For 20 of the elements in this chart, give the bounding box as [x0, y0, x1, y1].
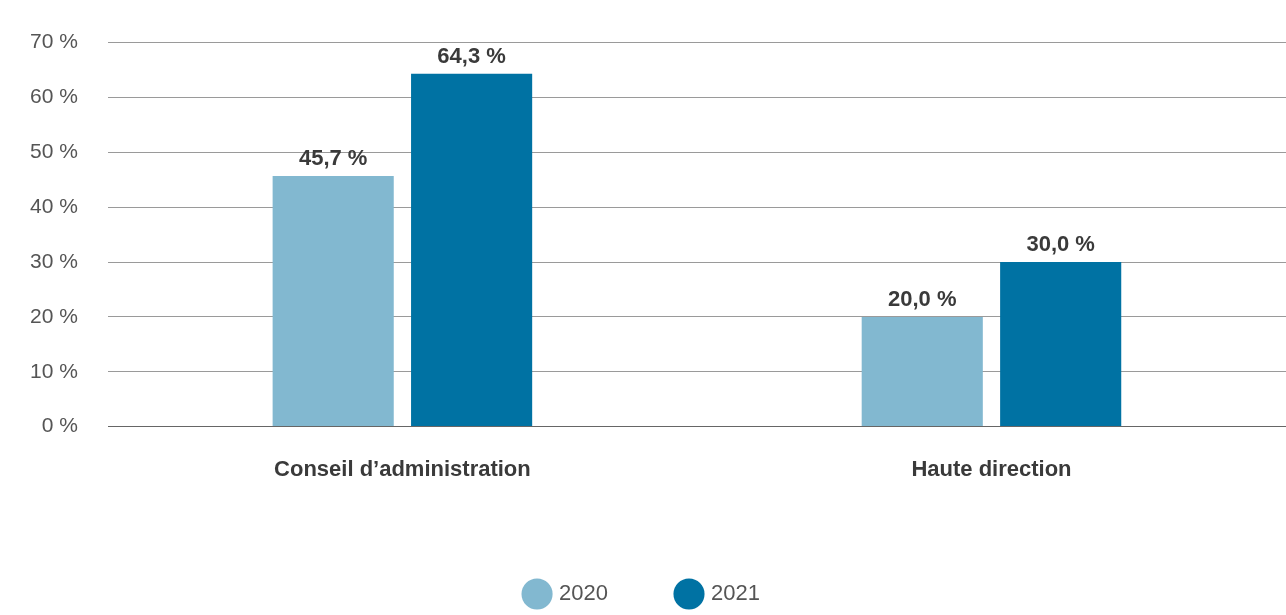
data-label: 30,0 %	[1026, 231, 1095, 257]
legend-label: 2021	[711, 580, 760, 606]
bar	[272, 175, 394, 427]
y-tick-label: 70 %	[29, 29, 78, 53]
y-tick-label: 30 %	[29, 248, 78, 272]
legend-label: 2020	[559, 580, 609, 606]
y-tick-label: 40 %	[29, 193, 78, 217]
data-label: 20,0 %	[888, 285, 957, 311]
y-tick-label: 20 %	[29, 303, 78, 327]
x-tick-label: Conseil d’administration	[274, 455, 531, 481]
data-label: 45,7 %	[298, 144, 368, 170]
data-label: 64,3 %	[437, 42, 506, 68]
x-tick-label: Haute direction	[911, 455, 1072, 481]
y-tick-label: 10 %	[29, 358, 78, 382]
y-tick-label: 50 %	[29, 139, 78, 163]
y-tick-label: 60 %	[29, 84, 78, 108]
bar	[861, 316, 983, 427]
bar	[1000, 262, 1122, 427]
bar	[411, 73, 533, 427]
y-tick-label: 0 %	[41, 413, 78, 437]
